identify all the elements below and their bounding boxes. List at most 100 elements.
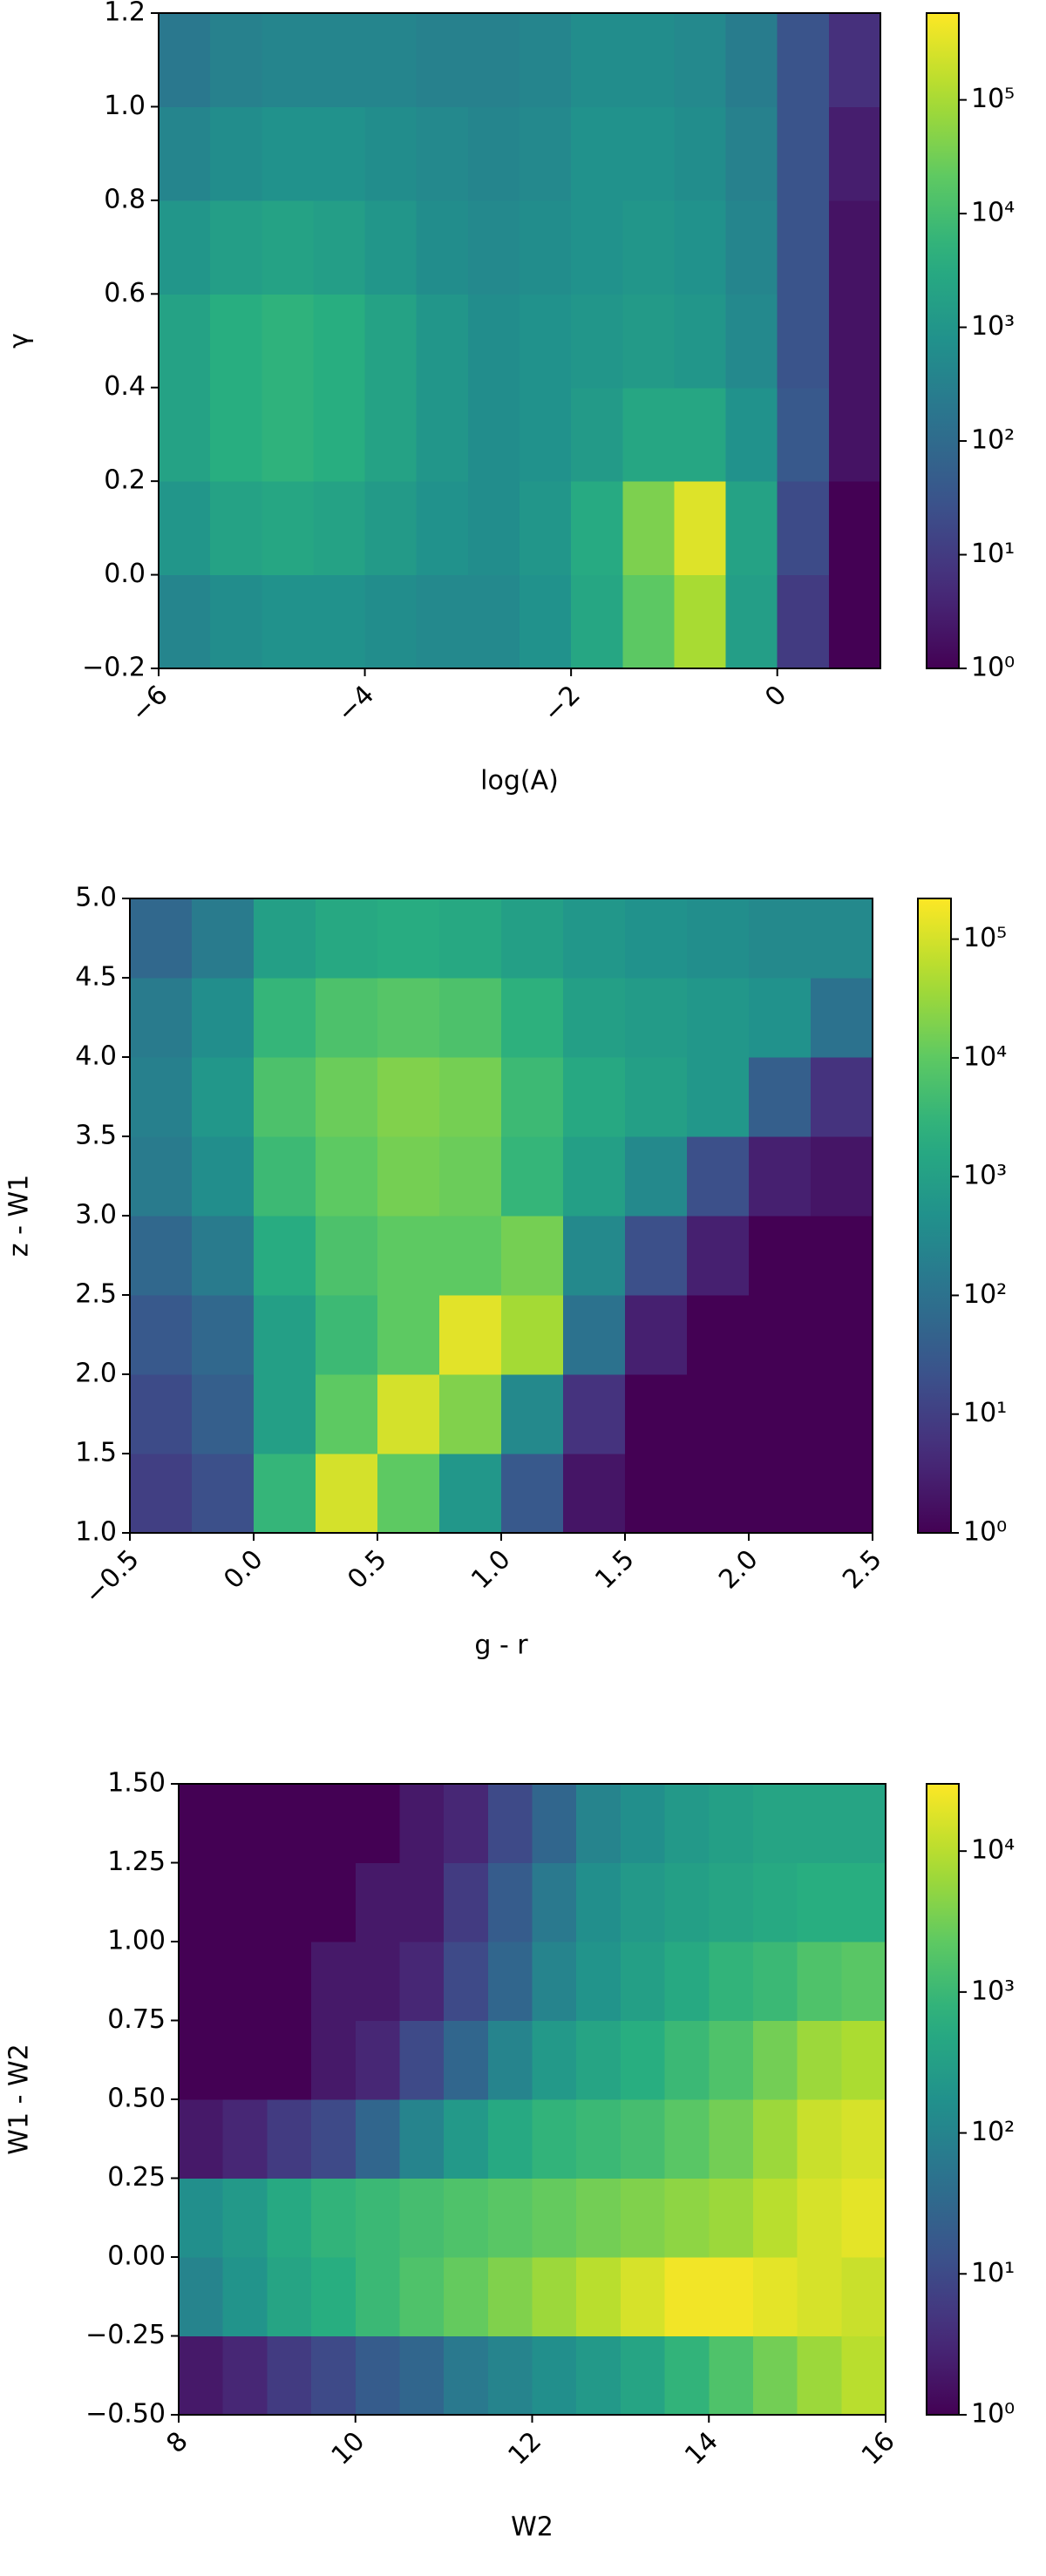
y-tick-label: −0.50: [85, 2399, 166, 2430]
heatmap-cell: [625, 898, 688, 979]
heatmap-cell: [364, 387, 418, 482]
heatmap-cell: [620, 1784, 666, 1864]
colorbar: [918, 898, 951, 1533]
heatmap-cell: [130, 898, 193, 979]
x-tick-label: 12: [502, 2426, 547, 2471]
heatmap-cell: [192, 898, 255, 979]
heatmap-cell: [444, 2099, 489, 2179]
heatmap-cell: [777, 294, 830, 389]
heatmap-cell: [674, 387, 727, 482]
heatmap-cell: [222, 2099, 268, 2179]
colorbar-tick-label: 10²: [971, 425, 1015, 456]
colorbar: [927, 1784, 959, 2415]
heatmap-cell: [487, 2178, 533, 2258]
heatmap-cell: [159, 481, 211, 576]
heatmap-cell: [313, 574, 366, 669]
heatmap-cell: [444, 1862, 489, 1942]
heatmap-cell: [487, 2335, 533, 2416]
heatmap-cell: [841, 1784, 886, 1864]
heatmap-cell: [130, 1057, 193, 1137]
heatmap-cell: [192, 1374, 255, 1454]
heatmap-cell: [254, 1295, 316, 1375]
colorbar-tick-label: 10¹: [971, 2258, 1015, 2288]
heatmap-cell: [467, 387, 520, 482]
heatmap-cell: [749, 1374, 812, 1454]
heatmap-cell: [520, 574, 572, 669]
heatmap-cell: [563, 1057, 626, 1137]
heatmap-cell: [377, 898, 440, 979]
heatmap-cell: [254, 1454, 316, 1534]
heatmap-cell: [377, 1454, 440, 1534]
heatmap-cell: [416, 574, 469, 669]
heatmap-cell: [444, 2178, 489, 2258]
heatmap-cell: [444, 2257, 489, 2337]
heatmap-cell: [159, 200, 211, 295]
heatmap-cell: [377, 1374, 440, 1454]
heatmap-cell: [316, 1136, 378, 1217]
heatmap-cell: [811, 1374, 873, 1454]
heatmap-cell: [532, 1784, 577, 1864]
heatmap-cell: [444, 1784, 489, 1864]
heatmap-cell: [267, 2335, 312, 2416]
heatmap-cell: [709, 2020, 754, 2100]
heatmap-cell: [625, 1057, 688, 1137]
heatmap-cell: [210, 200, 262, 295]
heatmap-cell: [267, 2099, 312, 2179]
x-tick-label: 16: [856, 2426, 901, 2471]
y-tick-label: 1.2: [104, 0, 146, 28]
heatmap-cell: [316, 1295, 378, 1375]
heatmap-cell: [797, 2335, 842, 2416]
heatmap-cell: [828, 13, 881, 108]
heatmap-cell: [364, 294, 418, 389]
heatmap-cell: [749, 1295, 812, 1375]
heatmap-cell: [262, 200, 315, 295]
heatmap-cell: [487, 2020, 533, 2100]
heatmap-cell: [399, 2257, 445, 2337]
heatmap-cell: [501, 978, 564, 1058]
heatmap-cell: [749, 1136, 812, 1217]
colorbar-tick-label: 10⁴: [963, 1041, 1007, 1072]
colorbar-frame: [926, 12, 960, 669]
heatmap-cell: [316, 1454, 378, 1534]
heatmap-cell: [179, 2020, 224, 2100]
heatmap-cell: [532, 2257, 577, 2337]
colorbar-tick-label: 10²: [971, 2117, 1015, 2147]
heatmap-cell: [620, 1862, 666, 1942]
heatmap-cell: [620, 2020, 666, 2100]
heatmap-cell: [563, 1374, 626, 1454]
heatmap-cell: [262, 387, 315, 482]
heatmap-cell: [752, 2335, 798, 2416]
heatmap-cell: [355, 1942, 401, 2022]
heatmap-cell: [625, 1374, 688, 1454]
heatmap-cell: [222, 1784, 268, 1864]
heatmap-cell: [377, 978, 440, 1058]
y-tick-label: 3.5: [75, 1121, 117, 1151]
x-tick-label: 2.0: [713, 1544, 764, 1595]
heatmap-cell: [687, 898, 750, 979]
colorbar-tick-label: 10¹: [971, 539, 1015, 569]
heatmap-cell: [622, 481, 676, 576]
x-tick-label: 1.5: [589, 1544, 640, 1595]
heatmap-cell: [254, 1136, 316, 1217]
heatmap-cell: [439, 978, 502, 1058]
heatmap-cell: [355, 1784, 401, 1864]
heatmap-cell: [159, 294, 211, 389]
y-tick-label: 1.25: [107, 1847, 166, 1877]
heatmap-cell: [501, 1216, 564, 1296]
colorbar-tick-label: 10³: [971, 1976, 1015, 2006]
heatmap-cell: [316, 898, 378, 979]
heatmap-cell: [532, 1862, 577, 1942]
heatmap-cell: [267, 1862, 312, 1942]
heatmap-cell: [563, 1136, 626, 1217]
axes-frame: [158, 12, 881, 669]
heatmap-cell: [709, 1862, 754, 1942]
heatmap-cell: [841, 2178, 886, 2258]
heatmap-cell: [377, 1295, 440, 1375]
heatmap-cell: [752, 1784, 798, 1864]
y-tick-label: 1.0: [75, 1517, 117, 1548]
colorbar-tick-label: 10³: [971, 311, 1015, 342]
heatmap-cell: [777, 200, 830, 295]
heatmap-cell: [399, 2335, 445, 2416]
heatmap-cell: [501, 1295, 564, 1375]
x-tick-label: −0.5: [78, 1544, 145, 1610]
